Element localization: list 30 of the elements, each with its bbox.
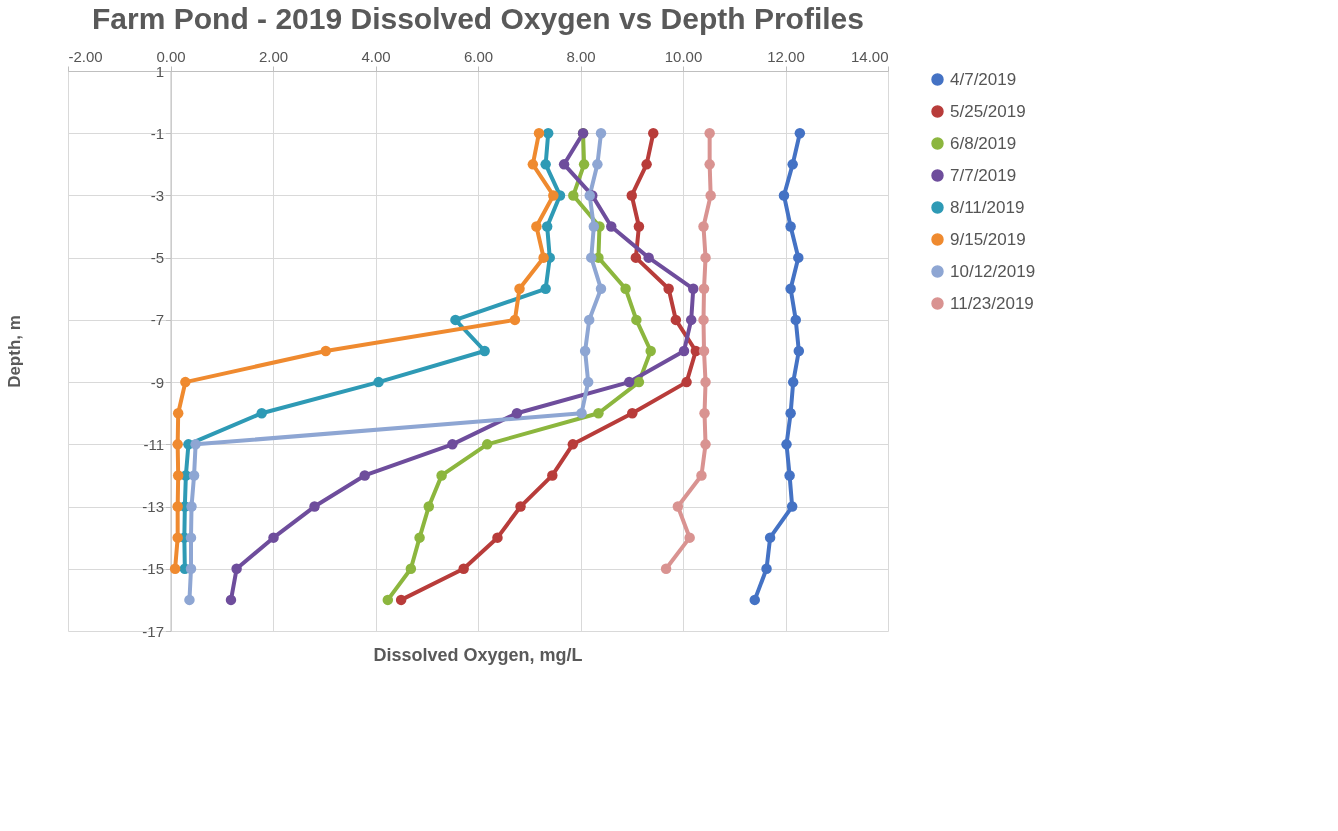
y-tick-label: -1 xyxy=(150,124,164,142)
legend-label: 6/8/2019 xyxy=(950,133,1017,153)
legend-label: 10/12/2019 xyxy=(950,261,1036,281)
y-tick-label: 1 xyxy=(155,62,164,80)
y-axis-title: Depth, m xyxy=(4,315,24,388)
x-tick-label: 14.00 xyxy=(850,47,889,65)
legend-label: 5/25/2019 xyxy=(950,101,1026,121)
x-axis-title: Dissolved Oxygen, mg/L xyxy=(373,645,583,665)
y-tick-label: -5 xyxy=(150,249,164,267)
x-tick-label: 2.00 xyxy=(258,47,289,65)
chart-title: Farm Pond - 2019 Dissolved Oxygen vs Depth Profiles xyxy=(92,2,864,35)
y-tick-label: -9 xyxy=(150,373,164,391)
x-tick-label: 0.00 xyxy=(156,47,186,65)
legend-label: 11/23/2019 xyxy=(950,293,1034,313)
legend-label: 4/7/2019 xyxy=(950,69,1017,89)
y-tick-label: -15 xyxy=(142,560,164,578)
y-tick-label: -13 xyxy=(142,498,164,516)
legend-label: 7/7/2019 xyxy=(950,165,1017,185)
x-tick-label: 8.00 xyxy=(566,47,596,65)
x-tick-label: 6.00 xyxy=(463,47,494,65)
y-tick-label: -17 xyxy=(142,622,164,640)
x-tick-label: 10.00 xyxy=(664,47,703,65)
y-tick-label: -7 xyxy=(150,311,164,329)
legend-label: 8/11/2019 xyxy=(950,197,1025,217)
x-tick-label: 12.00 xyxy=(767,47,805,65)
y-tick-label: -3 xyxy=(150,186,164,204)
legend-label: 9/15/2019 xyxy=(950,229,1026,249)
x-tick-label: -2.00 xyxy=(68,47,103,65)
x-tick-label: 4.00 xyxy=(361,47,391,65)
y-tick-label: -11 xyxy=(143,435,164,453)
